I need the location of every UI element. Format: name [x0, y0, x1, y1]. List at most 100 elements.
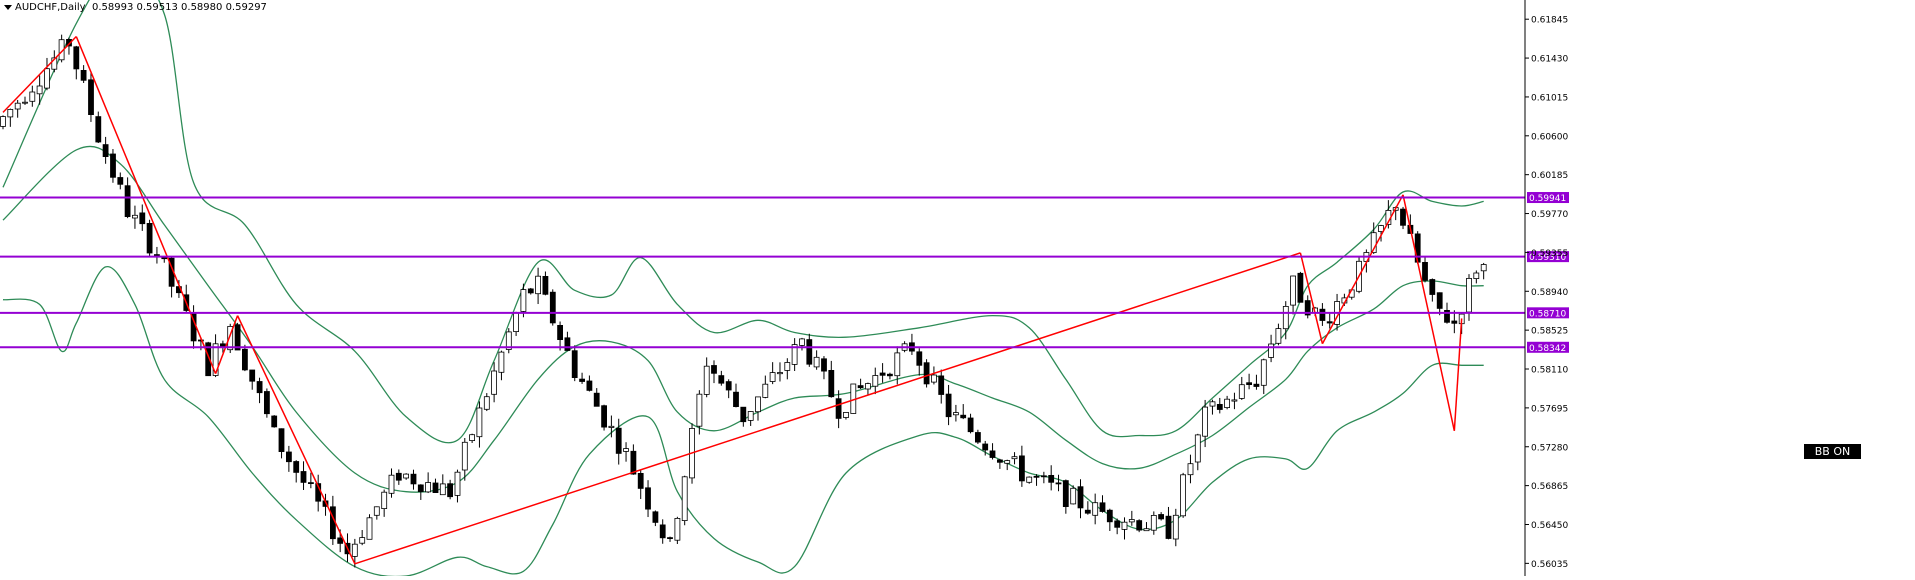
bull-candle — [14, 102, 21, 110]
bull-candle — [931, 374, 937, 383]
bear-candle — [997, 459, 1003, 463]
bear-candle — [1048, 474, 1055, 483]
bull-candle — [1194, 434, 1201, 463]
zigzag-segment — [75, 36, 217, 374]
bull-candle — [1026, 476, 1033, 483]
bear-candle — [1304, 300, 1311, 316]
horizontal-levels[interactable]: 0.59941 0.59310 0.58710 0.58342 — [0, 192, 1569, 354]
bull-candle — [755, 396, 761, 413]
bear-candle — [73, 46, 80, 70]
bull-candle — [425, 482, 432, 493]
zigzag-segment — [2, 36, 77, 113]
bear-candle — [95, 116, 102, 143]
bull-candle — [1011, 456, 1018, 460]
y-tick-label: 0.57280 — [1531, 443, 1568, 453]
bollinger-lower-band — [2, 266, 1484, 578]
zigzag-segment — [1453, 318, 1463, 431]
bear-candle — [718, 375, 725, 384]
bear-candle — [564, 337, 571, 351]
bear-candle — [938, 375, 945, 395]
zigzag-segment — [1299, 252, 1324, 344]
bear-candle — [234, 324, 241, 351]
bull-candle — [747, 411, 754, 421]
zigzag-segment — [1321, 194, 1404, 345]
bull-candle — [1231, 399, 1238, 402]
bear-candle — [542, 275, 549, 295]
bear-candle — [982, 443, 989, 451]
bull-candle — [1224, 398, 1230, 409]
bull-candle — [1480, 264, 1487, 272]
bull-candle — [366, 517, 373, 540]
symbol-label: AUDCHF,Daily — [15, 2, 86, 13]
bear-candle — [80, 70, 87, 81]
bull-candle — [1143, 528, 1150, 532]
level-price-tag — [1527, 251, 1569, 263]
bull-candle — [1473, 272, 1480, 279]
bull-candle — [799, 338, 805, 346]
bear-candle — [571, 350, 578, 379]
bull-candle — [36, 85, 43, 95]
bear-candle — [66, 39, 72, 47]
bb-indicator-badge[interactable]: BB ON — [1804, 444, 1861, 459]
bull-candle — [351, 543, 358, 557]
bollinger-bands — [2, 0, 1484, 578]
bear-candle — [975, 432, 981, 443]
bull-candle — [212, 343, 219, 376]
bear-candle — [557, 324, 563, 340]
bear-candle — [667, 537, 673, 539]
bear-candle — [271, 415, 278, 428]
y-tick-label: 0.58110 — [1531, 366, 1568, 376]
bear-candle — [337, 537, 344, 544]
bull-candle — [454, 471, 461, 496]
bear-candle — [1165, 515, 1172, 539]
bull-candle — [813, 356, 820, 368]
bull-candle — [1238, 384, 1245, 399]
bull-candle — [1370, 232, 1377, 253]
bear-candle — [88, 79, 94, 116]
bear-candle — [1106, 509, 1113, 523]
bull-candle — [953, 412, 959, 416]
bear-candle — [293, 461, 300, 473]
dropdown-triangle-icon[interactable] — [4, 4, 12, 10]
candlesticks — [0, 34, 1487, 568]
bull-candle — [403, 473, 410, 479]
bear-candle — [1114, 520, 1121, 528]
y-tick-label: 0.60600 — [1531, 132, 1568, 142]
bull-candle — [784, 362, 791, 371]
bear-candle — [1084, 509, 1091, 514]
bear-candle — [1414, 233, 1421, 263]
bull-candle — [674, 518, 681, 541]
bear-candle — [586, 380, 593, 391]
bull-candle — [1070, 487, 1077, 505]
bear-candle — [916, 351, 923, 366]
y-tick-label: 0.61015 — [1531, 93, 1568, 103]
bear-candle — [307, 482, 314, 485]
bear-candle — [967, 417, 974, 433]
price-axis: 0.61845 0.61430 0.61015 0.60600 0.60185 0.597… — [1524, 0, 1568, 576]
y-tick-label: 0.56865 — [1531, 482, 1568, 492]
bull-candle — [1187, 463, 1194, 476]
bear-candle — [1422, 261, 1428, 281]
bear-candle — [1062, 480, 1069, 508]
bull-candle — [51, 57, 58, 70]
chart-header: AUDCHF,Daily 0.58993 0.59513 0.58980 0.5… — [4, 2, 267, 13]
bull-candle — [769, 372, 776, 382]
bear-candle — [256, 381, 263, 394]
bull-candle — [872, 375, 879, 387]
bull-candle — [476, 407, 483, 438]
zigzag-lines — [2, 36, 1463, 565]
bear-candle — [139, 212, 146, 225]
bear-candle — [652, 511, 659, 523]
bull-candle — [29, 91, 36, 102]
bear-candle — [960, 414, 967, 419]
bear-candle — [249, 369, 256, 382]
bear-candle — [1019, 455, 1025, 482]
level-price-label: 0.58710 — [1529, 309, 1566, 319]
bull-candle — [469, 434, 476, 442]
level-price-label: 0.58342 — [1529, 344, 1566, 354]
y-tick-label: 0.56035 — [1531, 560, 1568, 570]
bear-candle — [645, 487, 651, 510]
bull-candle — [227, 325, 234, 351]
